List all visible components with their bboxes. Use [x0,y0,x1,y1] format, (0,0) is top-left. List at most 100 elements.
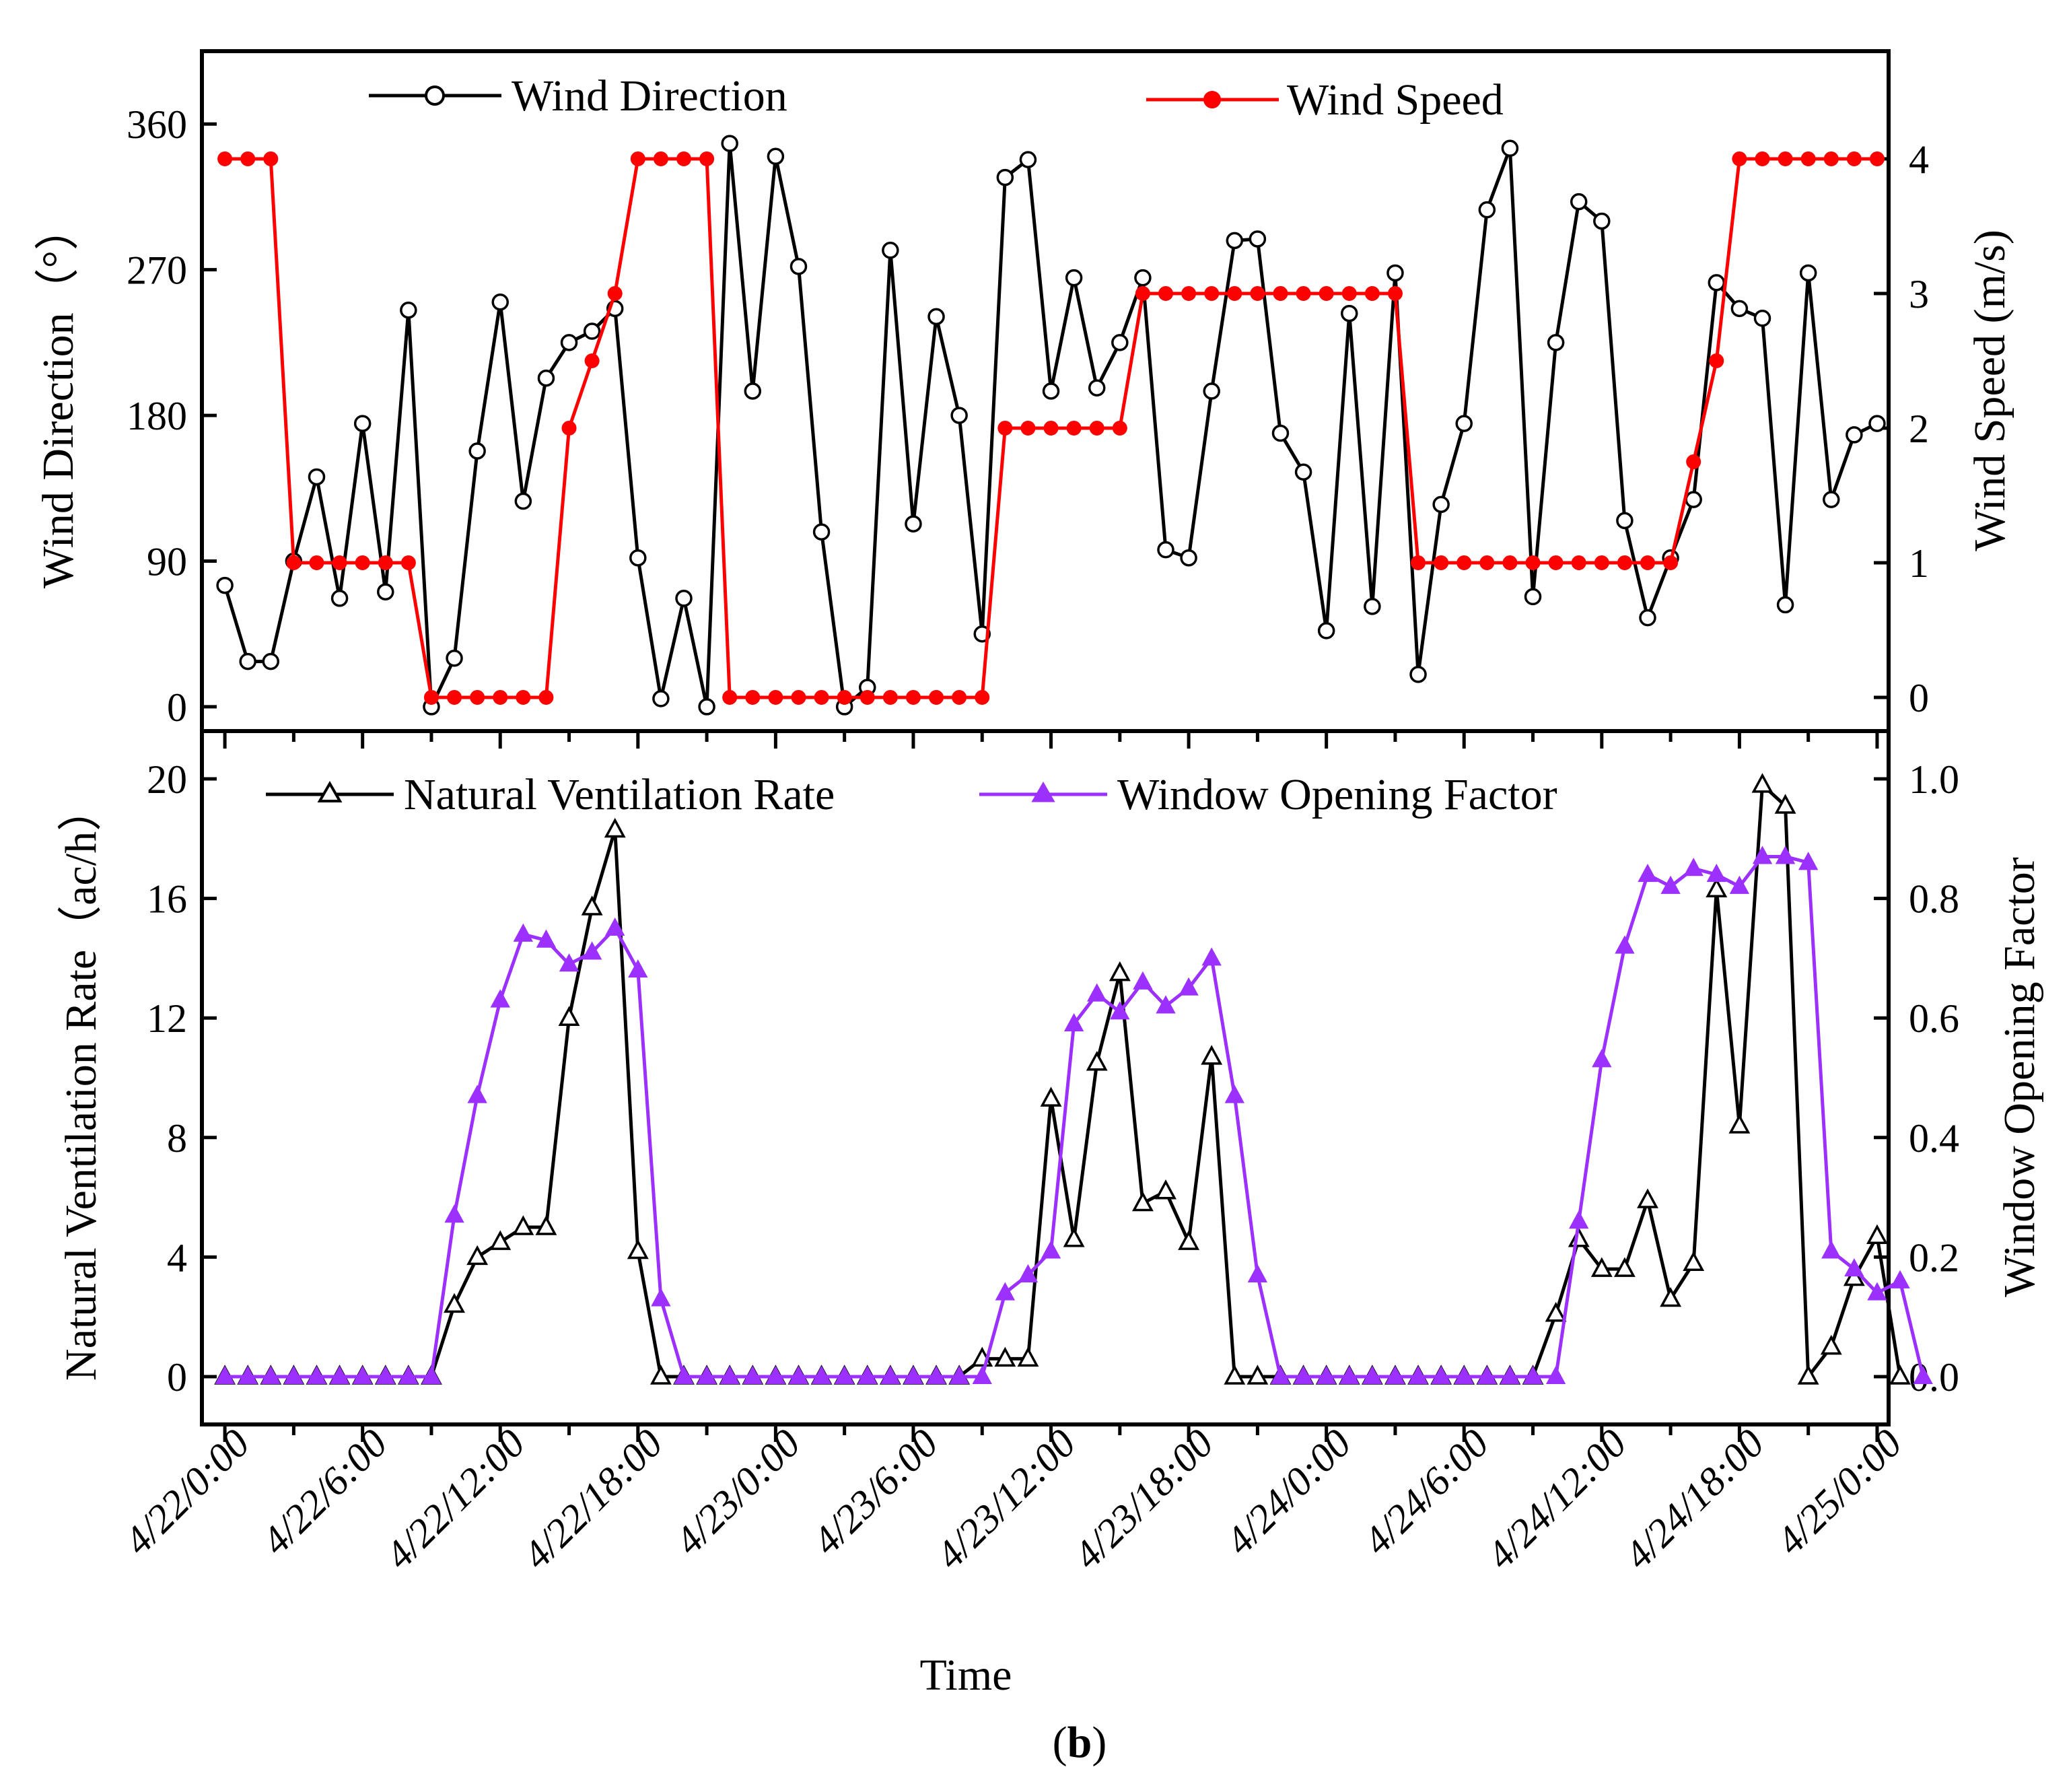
wind-direction-point [698,698,715,716]
window-opening-factor-point [1615,935,1635,954]
wind-speed-point [1158,286,1173,301]
wind-direction-point [996,168,1014,186]
natural-ventilation-rate-point [1086,1051,1108,1071]
wind-speed-point [1411,555,1426,570]
wind-speed-axis-label: Wind Speed (m/s) [1965,230,2014,551]
window-opening-factor-point [1339,1365,1360,1384]
window-opening-factor-point [1316,1365,1337,1384]
wind-speed-point [1525,555,1541,570]
natural-ventilation-rate-point [1155,1179,1177,1200]
vent-left-tick-label: 4 [167,1235,187,1280]
wind-direction-point [1501,139,1519,158]
window-opening-factor-point [376,1365,396,1384]
window-opening-factor-point [1890,1270,1910,1288]
wind-speed-point [1135,286,1150,301]
natural-ventilation-rate-point [1706,877,1728,898]
window-opening-factor-point [605,917,625,936]
natural-ventilation-rate-point [489,1230,512,1250]
wind-speed-point [1709,353,1724,368]
wind-speed-point [1479,555,1495,570]
wind-speed-point [447,690,462,705]
wind-left-tick-label: 360 [127,102,187,147]
wind-direction-point [629,549,647,567]
wind-speed-point [378,555,393,570]
window-opening-factor-point [1477,1365,1498,1384]
window-opening-factor-point [1545,1365,1566,1384]
wind-direction-point [1065,269,1083,287]
wind-speed-point [516,690,531,705]
wind-direction-point [1019,151,1037,168]
window-opening-factor-point [1385,1365,1405,1384]
wind-direction-point [1317,622,1335,640]
window-opening-factor-point [903,1365,923,1384]
wind-right-tick-label: 0 [1909,676,1929,720]
window-opening-factor-point [1752,846,1773,864]
wind-direction-point [1226,232,1244,250]
window-opening-factor-point [536,929,557,948]
wind-direction-point [537,370,555,387]
wind-direction-point [950,407,968,424]
window-opening-factor-point [490,989,510,1008]
wind-speed-point [1227,286,1242,301]
wind-right-tick-label: 4 [1909,137,1929,182]
wind-direction-point [1203,382,1220,400]
wind-direction-point [1386,264,1404,282]
window-opening-factor-point [238,1365,258,1384]
wind-speed-point [814,690,829,705]
wind-speed-point [1571,555,1586,570]
window-opening-factor-point [1270,1365,1291,1384]
window-opening-factor-point [742,1365,763,1384]
wind-speed-point [1686,454,1701,469]
wind-speed-point [1066,421,1082,436]
natural-ventilation-rate-point [1889,1365,1911,1385]
wind-speed-point [1640,555,1655,570]
figure-caption-letter: b [1067,1718,1092,1767]
wind-direction-point [330,590,349,607]
wind-speed-point [561,421,577,436]
natural-ventilation-rate-point [1751,773,1774,793]
ventilation-rate-axis-label: Natural Ventilation Rate（ac/h） [57,787,106,1381]
wind-speed-point [1204,286,1220,301]
wind-speed-point [263,151,279,166]
window-opening-factor-point [674,1365,694,1384]
natural-ventilation-rate-point [604,817,626,838]
window-opening-factor-point [444,1204,464,1223]
wind-direction-point [1776,596,1794,614]
window-opening-factor-point [1362,1365,1382,1384]
time-axis-label: Time [920,1651,1012,1700]
wind-direction-point [1639,609,1656,627]
wind-direction-point [789,258,808,275]
vent-right-tick-label: 0.8 [1909,877,1959,922]
window-opening-factor-point [1063,1012,1084,1032]
window-opening-factor-axis-label: Window Opening Factor [1995,857,2044,1297]
window-opening-factor-point [1500,1365,1520,1384]
wind-speed-point [309,555,324,570]
window-opening-factor-point [788,1365,809,1384]
wind-direction-point [514,492,532,510]
wind-speed-point [699,151,715,166]
vent-left-tick-label: 16 [147,877,187,922]
window-opening-factor-point [765,1365,786,1384]
wind-direction-point [491,293,509,311]
wind-speed-point [768,690,783,705]
wind-speed-point [1043,421,1059,436]
wind-direction-point [308,468,326,486]
window-opening-factor-point [421,1365,442,1384]
wind-direction-axis-label: Wind Direction（°） [34,206,83,588]
window-opening-factor-point [1798,852,1819,870]
window-opening-factor-point [1224,1084,1244,1103]
wind-direction-point [239,652,256,670]
window-opening-factor-point [283,1365,304,1384]
legend-wind-direction-marker [425,85,445,106]
window-opening-factor-point [972,1365,992,1384]
window-opening-factor-point [1844,1258,1864,1277]
window-opening-factor-point [811,1365,832,1384]
wind-direction-point [1547,334,1565,351]
window-opening-factor-point [1087,983,1107,1002]
natural-ventilation-rate-point [994,1346,1016,1367]
wind-speed-point [722,690,738,705]
ventilation-panel: 0 4 8 12 16 20 0.0 0.2 0.4 0.6 0.8 1.0 Natural Vent… [57,729,2044,1442]
wind-direction-point [1593,212,1611,230]
wind-speed-point [1594,555,1609,570]
